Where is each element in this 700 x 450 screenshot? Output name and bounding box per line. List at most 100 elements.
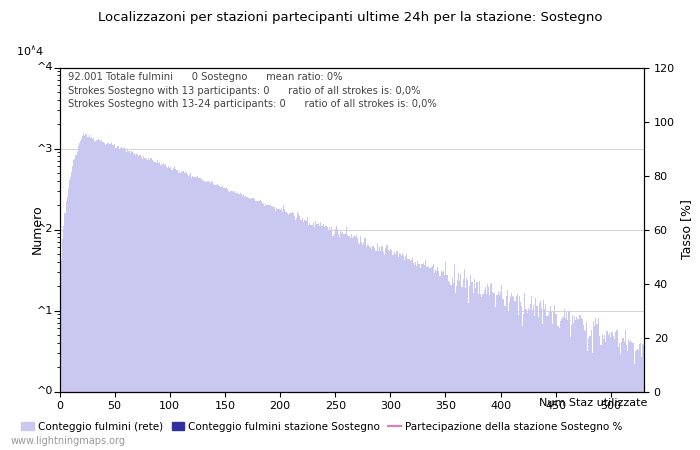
Bar <box>219 185 220 450</box>
Y-axis label: Tasso [%]: Tasso [%] <box>680 199 694 260</box>
Bar <box>424 265 425 450</box>
Bar <box>174 166 175 450</box>
Bar <box>62 239 64 450</box>
Bar <box>124 148 125 450</box>
Bar <box>491 283 492 450</box>
Bar <box>315 221 316 450</box>
Bar <box>92 139 93 450</box>
Bar <box>540 302 541 450</box>
Bar <box>190 173 191 450</box>
Bar <box>573 323 574 450</box>
Bar <box>295 220 296 450</box>
Bar <box>524 293 526 450</box>
Bar <box>267 205 269 450</box>
Bar <box>335 230 336 450</box>
Bar <box>489 295 490 450</box>
Bar <box>216 185 217 450</box>
Bar <box>457 280 458 450</box>
Bar <box>551 312 552 450</box>
Bar <box>296 218 297 450</box>
Bar <box>338 234 339 450</box>
Bar <box>513 297 514 450</box>
Bar <box>605 342 606 450</box>
Text: ^0: ^0 <box>37 387 54 396</box>
Bar <box>359 244 360 450</box>
Bar <box>185 172 186 450</box>
Bar <box>461 287 463 450</box>
Bar <box>152 160 153 450</box>
Bar <box>223 188 225 450</box>
Bar <box>463 270 465 450</box>
Bar <box>379 247 380 450</box>
Bar <box>565 318 566 450</box>
Bar <box>356 235 357 450</box>
Bar <box>258 201 260 450</box>
Bar <box>95 141 97 450</box>
Bar <box>308 225 309 450</box>
Bar <box>286 212 287 450</box>
Bar <box>233 192 235 450</box>
Bar <box>170 167 172 450</box>
Bar <box>231 191 232 450</box>
Bar <box>193 177 195 450</box>
Bar <box>426 267 427 450</box>
Bar <box>474 279 475 450</box>
Bar <box>406 254 407 450</box>
Bar <box>478 294 479 450</box>
Bar <box>416 266 417 450</box>
Bar <box>505 296 507 450</box>
Bar <box>614 339 615 450</box>
Bar <box>122 148 123 450</box>
Bar <box>162 163 164 450</box>
Bar <box>484 287 486 450</box>
Bar <box>601 334 603 450</box>
Bar <box>432 266 433 450</box>
Bar <box>175 169 176 450</box>
Bar <box>61 260 62 450</box>
Bar <box>79 143 80 450</box>
Bar <box>407 259 409 450</box>
Bar <box>336 226 337 450</box>
Bar <box>158 163 160 450</box>
Bar <box>497 295 498 450</box>
Bar <box>534 316 536 450</box>
Bar <box>91 137 92 450</box>
Bar <box>470 275 471 450</box>
Bar <box>458 273 459 450</box>
Bar <box>342 232 344 450</box>
Bar <box>362 245 363 450</box>
Bar <box>111 142 112 450</box>
Bar <box>403 255 404 450</box>
Bar <box>422 265 423 450</box>
Bar <box>445 262 446 450</box>
Text: ^3: ^3 <box>37 144 54 153</box>
Bar <box>71 171 72 450</box>
Bar <box>319 226 321 450</box>
Bar <box>469 286 470 450</box>
Bar <box>271 206 272 450</box>
Text: Localizzazoni per stazioni partecipanti ultime 24h per la stazione: Sostegno: Localizzazoni per stazioni partecipanti … <box>98 11 602 24</box>
Bar <box>101 140 102 450</box>
Bar <box>108 144 110 450</box>
Bar <box>428 267 430 450</box>
Bar <box>509 302 510 450</box>
Bar <box>550 306 551 450</box>
Bar <box>456 286 457 450</box>
Bar <box>186 172 187 450</box>
Bar <box>507 290 508 450</box>
Bar <box>556 315 557 450</box>
Text: 10$^{\mathtt{\wedge}}$4: 10$^{\mathtt{\wedge}}$4 <box>15 45 43 58</box>
Bar <box>149 160 150 450</box>
Bar <box>447 275 448 450</box>
Bar <box>82 136 83 450</box>
Bar <box>114 144 116 450</box>
Bar <box>608 335 609 450</box>
Bar <box>275 211 276 450</box>
Bar <box>212 182 214 450</box>
Bar <box>307 217 308 450</box>
Bar <box>394 252 395 450</box>
Bar <box>480 294 482 450</box>
Bar <box>354 237 356 450</box>
Bar <box>498 291 499 450</box>
Bar <box>381 247 382 450</box>
